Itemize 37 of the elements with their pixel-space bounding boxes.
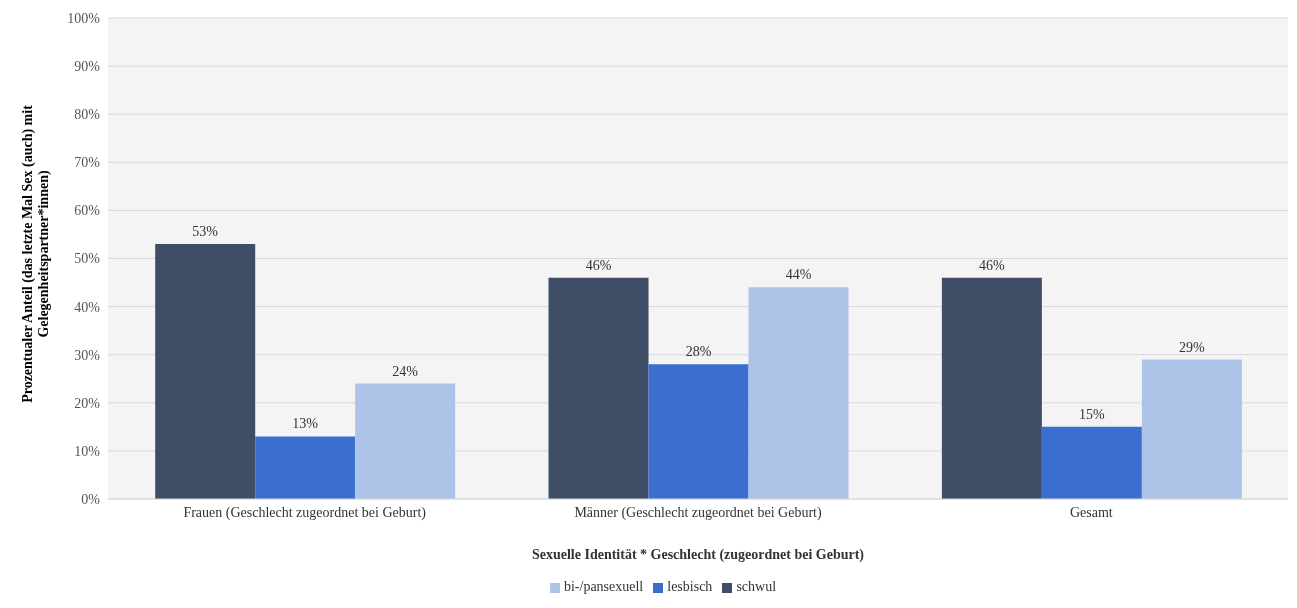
y-tick-label: 30%	[74, 347, 101, 363]
bar	[255, 436, 356, 499]
bar	[155, 244, 256, 499]
legend-label: lesbisch	[667, 579, 713, 594]
y-axis-title: Prozentualer Anteil (das letzte Mal Sex (auch) mit Gelegenheitspartner*innen)	[20, 104, 52, 405]
y-tick-label: 60%	[74, 203, 101, 219]
data-label: 46%	[979, 257, 1006, 273]
legend-label: bi-/pansexuell	[563, 579, 644, 594]
legend-label: schwul	[736, 579, 777, 594]
y-tick-label: 100%	[67, 10, 101, 26]
y-tick-label: 10%	[74, 443, 101, 459]
data-label: 13%	[292, 416, 319, 432]
y-tick-label: 80%	[74, 107, 101, 123]
data-label: 46%	[585, 257, 612, 273]
x-tick-label: Männer (Geschlecht zugeordnet bei Geburt)	[574, 504, 822, 521]
data-label: 44%	[785, 267, 812, 283]
bar	[1141, 359, 1242, 499]
bar	[1041, 426, 1142, 499]
data-label: 53%	[192, 224, 219, 240]
y-tick-label: 50%	[74, 251, 101, 267]
y-tick-label: 90%	[74, 59, 101, 75]
data-label: 15%	[1079, 406, 1106, 422]
x-tick-label: Gesamt	[1069, 504, 1113, 520]
y-tick-label: 20%	[74, 395, 101, 411]
data-label: 29%	[1179, 339, 1206, 355]
data-label: 24%	[392, 363, 419, 379]
y-tick-label: 0%	[81, 491, 101, 507]
x-axis-title: Sexuelle Identität * Geschlecht (zugeordnet bei Geburt)	[531, 547, 865, 563]
data-label: 28%	[685, 344, 712, 360]
y-tick-label: 70%	[74, 155, 101, 171]
y-tick-label: 40%	[74, 299, 101, 315]
bar	[648, 364, 749, 499]
x-tick-label: Frauen (Geschlecht zugeordnet bei Geburt)	[183, 504, 427, 521]
bar	[355, 383, 456, 499]
bar	[941, 277, 1042, 499]
bar	[748, 287, 849, 499]
bar	[548, 277, 649, 499]
